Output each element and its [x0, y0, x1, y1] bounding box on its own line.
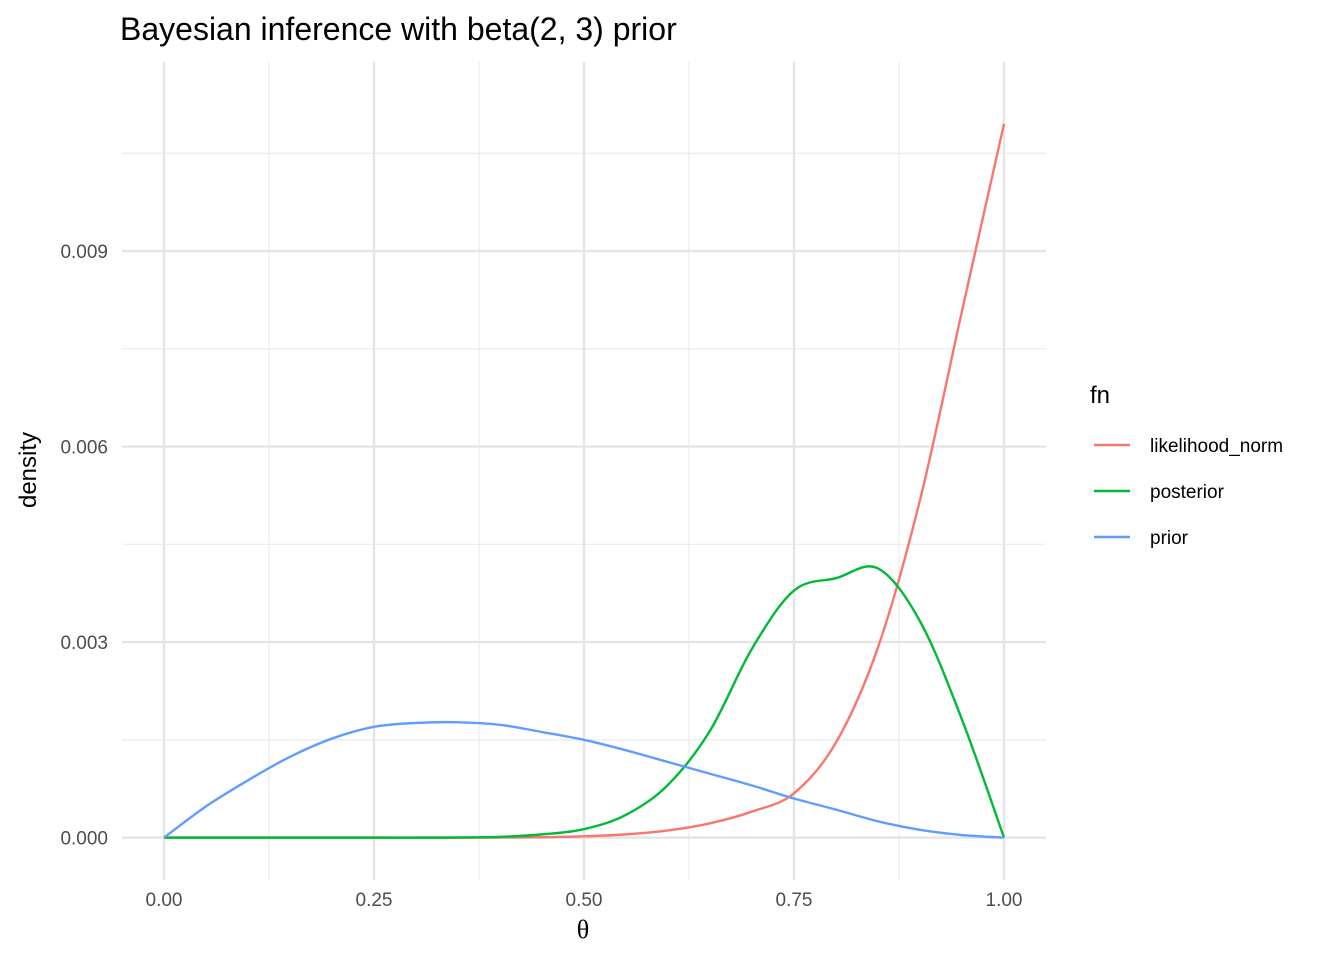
x-tick-label: 1.00: [986, 890, 1023, 911]
series-lines: [163, 123, 1006, 839]
y-tick-label: 0.003: [60, 633, 108, 654]
series-line-prior: [163, 720, 1005, 839]
legend-label-likelihood-norm: likelihood_norm: [1150, 436, 1283, 457]
y-tick-label: 0.000: [60, 829, 108, 850]
legend-label-prior: prior: [1150, 528, 1189, 549]
y-tick-label: 0.009: [60, 242, 108, 263]
y-axis-ticks: 0.000 0.003 0.006 0.009: [60, 242, 108, 850]
legend-title: fn: [1090, 382, 1110, 409]
legend-label-posterior: posterior: [1150, 482, 1225, 503]
x-tick-label: 0.75: [776, 890, 813, 911]
x-axis-title: θ: [577, 915, 589, 944]
y-axis-title: density: [15, 432, 42, 508]
series-line-posterior: [163, 565, 1006, 839]
chart-title: Bayesian inference with beta(2, 3) prior: [120, 11, 677, 47]
x-tick-label: 0.00: [146, 890, 183, 911]
x-tick-label: 0.25: [356, 890, 393, 911]
y-tick-label: 0.006: [60, 438, 108, 459]
x-tick-label: 0.50: [566, 890, 603, 911]
legend-items: likelihood_norm posterior prior: [1094, 436, 1283, 549]
legend: fn likelihood_norm posterior prior: [1090, 382, 1283, 549]
x-axis-ticks: 0.00 0.25 0.50 0.75 1.00: [146, 890, 1023, 911]
major-gridlines: [122, 62, 1046, 880]
